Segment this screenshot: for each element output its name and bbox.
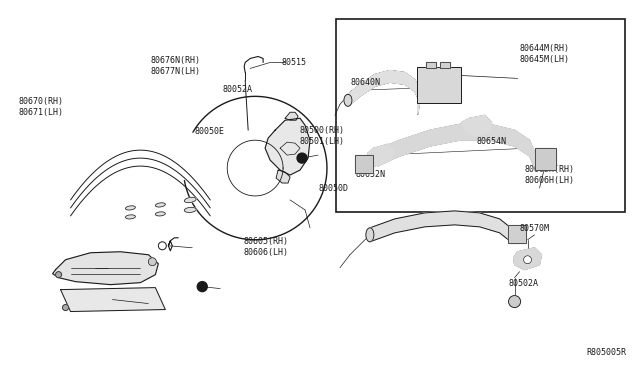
Bar xyxy=(440,62,450,68)
Bar xyxy=(534,148,557,170)
Text: 80605(RH)
80606(LH): 80605(RH) 80606(LH) xyxy=(243,237,289,257)
Circle shape xyxy=(148,258,156,266)
Ellipse shape xyxy=(125,206,136,210)
Text: 80676N(RH)
80677N(LH): 80676N(RH) 80677N(LH) xyxy=(151,56,201,76)
Text: 80640N: 80640N xyxy=(351,78,381,87)
FancyBboxPatch shape xyxy=(417,67,461,103)
Text: 80644M(RH)
80645M(LH): 80644M(RH) 80645M(LH) xyxy=(520,44,570,64)
Polygon shape xyxy=(370,211,509,242)
Bar xyxy=(336,19,625,212)
Circle shape xyxy=(524,256,532,264)
Bar xyxy=(426,62,436,68)
Circle shape xyxy=(56,272,61,278)
Polygon shape xyxy=(375,124,534,168)
Text: 80050D: 80050D xyxy=(319,185,349,193)
Circle shape xyxy=(197,282,207,292)
Polygon shape xyxy=(276,170,290,183)
Circle shape xyxy=(509,296,520,308)
Bar xyxy=(440,62,450,68)
Polygon shape xyxy=(52,252,158,285)
Text: R805005R: R805005R xyxy=(586,348,627,357)
Text: 80652N: 80652N xyxy=(356,170,386,179)
Bar xyxy=(534,148,557,170)
Polygon shape xyxy=(285,112,298,120)
Bar xyxy=(426,62,436,68)
Circle shape xyxy=(63,305,68,311)
Ellipse shape xyxy=(184,197,196,203)
Text: 80502A: 80502A xyxy=(508,279,538,288)
Circle shape xyxy=(297,153,307,163)
Polygon shape xyxy=(265,118,310,175)
Text: 80570M: 80570M xyxy=(519,224,549,234)
Bar xyxy=(508,225,525,243)
Ellipse shape xyxy=(156,212,165,216)
Ellipse shape xyxy=(366,228,374,242)
Ellipse shape xyxy=(156,203,165,207)
Text: 80654N: 80654N xyxy=(476,137,506,146)
Polygon shape xyxy=(461,115,492,136)
Ellipse shape xyxy=(184,207,196,212)
Polygon shape xyxy=(348,70,420,114)
Text: 80605H(RH)
80606H(LH): 80605H(RH) 80606H(LH) xyxy=(524,165,574,185)
Ellipse shape xyxy=(344,94,352,106)
Text: 80515: 80515 xyxy=(282,58,307,67)
Text: 80050E: 80050E xyxy=(194,127,224,137)
Polygon shape xyxy=(61,288,165,311)
Polygon shape xyxy=(513,248,541,270)
Text: 80500(RH)
80501(LH): 80500(RH) 80501(LH) xyxy=(300,125,344,146)
Ellipse shape xyxy=(125,215,136,219)
Text: 80670(RH)
80671(LH): 80670(RH) 80671(LH) xyxy=(19,97,63,118)
Bar xyxy=(355,155,373,173)
Bar xyxy=(508,225,525,243)
Text: 80052A: 80052A xyxy=(222,85,252,94)
Bar xyxy=(355,155,373,173)
Polygon shape xyxy=(368,144,394,166)
